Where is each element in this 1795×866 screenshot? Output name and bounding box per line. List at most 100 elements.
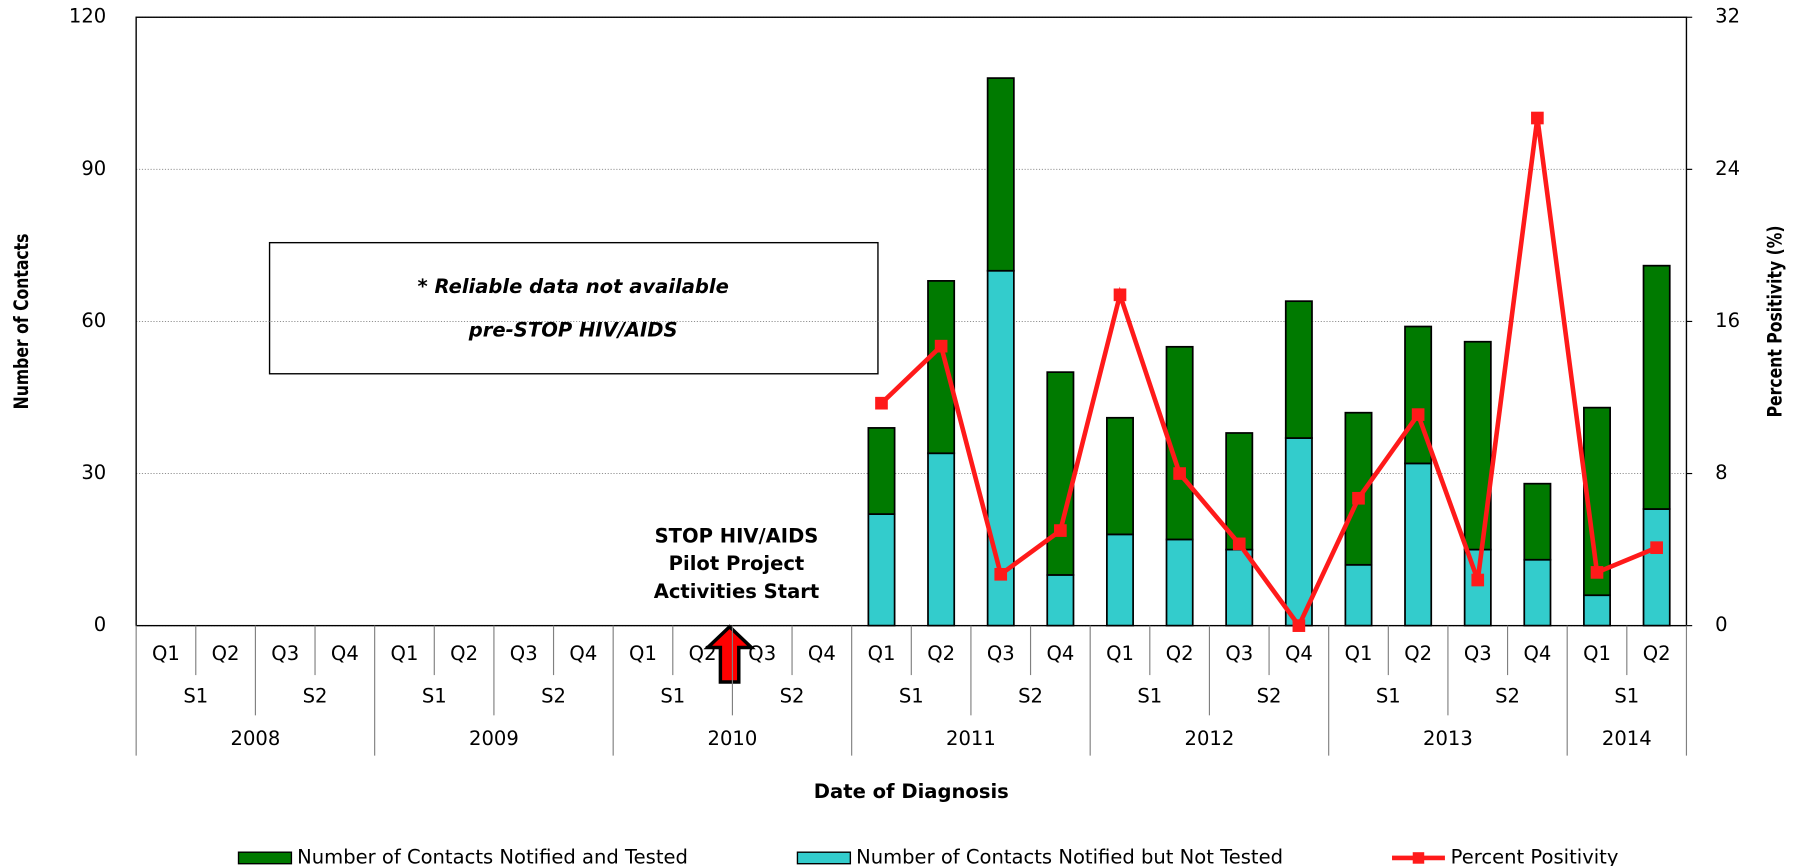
- line-marker: [1054, 524, 1067, 537]
- line-marker: [1471, 573, 1485, 587]
- y2-axis-title: Percent Positivity (%): [1765, 225, 1787, 417]
- y-tick-label: 120: [69, 5, 106, 28]
- y2-tick-label: 8: [1715, 461, 1727, 484]
- x-tick-label: Q1: [152, 642, 180, 665]
- y-tick-label: 0: [94, 613, 106, 636]
- start-label: STOP HIV/AIDS: [655, 525, 819, 548]
- line-marker: [875, 396, 888, 410]
- line-marker: [1113, 288, 1127, 302]
- x-tick-label: Q4: [331, 642, 359, 665]
- x-tick-label: Q2: [1166, 642, 1194, 665]
- x-tick-label: Q1: [629, 642, 657, 665]
- bar-segment: [927, 452, 956, 627]
- x-axis-title: Date of Diagnosis: [814, 780, 1009, 803]
- start-label: Activities Start: [654, 580, 820, 603]
- bar-segment: [1106, 416, 1134, 536]
- x-tick-label: Q3: [271, 642, 299, 665]
- half-label: S1: [1614, 684, 1639, 707]
- x-tick-label: Q4: [808, 642, 836, 665]
- y2-tick-label: 24: [1715, 157, 1740, 180]
- legend-label: Percent Positivity: [1451, 845, 1619, 866]
- line-marker: [1531, 111, 1544, 125]
- x-tick-label: Q3: [748, 642, 776, 665]
- half-label: S2: [780, 684, 805, 707]
- start-label: Pilot Project: [669, 552, 805, 575]
- half-label: S1: [1137, 684, 1162, 707]
- y2-tick-label: 0: [1715, 613, 1727, 636]
- x-tick-label: Q3: [510, 642, 538, 665]
- half-label: S2: [1018, 684, 1043, 707]
- note-box: * Reliable data not available pre-STOP HI…: [268, 241, 879, 375]
- half-label: S1: [899, 684, 924, 707]
- line-marker: [1590, 566, 1604, 579]
- line-marker: [994, 567, 1008, 581]
- bar-segment: [1106, 533, 1134, 627]
- x-tick-label: Q3: [1464, 642, 1492, 665]
- bar-segment: [1642, 508, 1671, 627]
- bar-segment: [1344, 563, 1373, 627]
- bar-segment: [1284, 300, 1313, 439]
- line-marker: [1352, 491, 1365, 505]
- bar-segment: [1046, 371, 1075, 576]
- half-label: S1: [183, 684, 208, 707]
- bar-segment: [1642, 264, 1671, 510]
- y-tick-label: 60: [81, 309, 106, 332]
- x-tick-label: Q4: [1285, 642, 1313, 665]
- x-tick-label: Q1: [868, 642, 896, 665]
- x-tick-label: Q2: [212, 642, 240, 665]
- y2-tick-label: 16: [1715, 309, 1740, 332]
- x-tick-label: Q3: [1225, 642, 1253, 665]
- x-tick-label: Q1: [1583, 642, 1611, 665]
- year-label: 2010: [708, 727, 758, 750]
- line-marker: [1650, 541, 1663, 555]
- y-tick-label: 30: [81, 461, 106, 484]
- x-tick-label: Q1: [391, 642, 419, 665]
- year-label: 2014: [1602, 727, 1652, 750]
- bar-segment: [1404, 462, 1433, 627]
- y2-tick-label: 32: [1715, 5, 1740, 28]
- bar-segment: [1583, 594, 1611, 627]
- year-label: 2008: [231, 727, 281, 750]
- x-tick-label: Q1: [1345, 642, 1373, 665]
- bar-segment: [1523, 482, 1552, 561]
- half-label: S2: [1495, 684, 1520, 707]
- bar-segment: [867, 513, 896, 627]
- bar-segment: [1523, 558, 1552, 627]
- half-label: S2: [1257, 684, 1282, 707]
- bar-segment: [1225, 548, 1254, 627]
- legend-label: Number of Contacts Notified and Tested: [297, 845, 688, 866]
- bar-segment: [1165, 538, 1194, 627]
- half-label: S2: [303, 684, 328, 707]
- year-label: 2012: [1185, 727, 1235, 750]
- x-tick-label: Q2: [927, 642, 955, 665]
- x-tick-label: Q4: [1523, 642, 1551, 665]
- note-text: pre-STOP HIV/AIDS: [468, 319, 678, 342]
- year-label: 2009: [469, 727, 519, 750]
- x-tick-label: Q2: [689, 642, 717, 665]
- half-label: S2: [541, 684, 566, 707]
- legend-swatch: [237, 851, 293, 865]
- x-tick-label: Q3: [987, 642, 1015, 665]
- x-tick-label: Q2: [1643, 642, 1671, 665]
- year-label: 2013: [1423, 727, 1473, 750]
- year-label: 2011: [946, 727, 996, 750]
- line-marker: [1411, 408, 1425, 421]
- line-marker: [934, 339, 948, 353]
- bar-segment: [867, 427, 896, 515]
- half-label: S1: [660, 684, 685, 707]
- x-tick-label: Q1: [1106, 642, 1134, 665]
- line-marker: [1173, 467, 1186, 480]
- legend-swatch: [796, 851, 852, 865]
- note-text: * Reliable data not available: [417, 275, 728, 298]
- y-axis-title: Number of Contacts: [11, 234, 33, 410]
- line-marker: [1292, 619, 1306, 632]
- note-frame: [268, 241, 879, 375]
- x-tick-label: Q2: [1404, 642, 1432, 665]
- x-tick-label: Q4: [569, 642, 597, 665]
- bar-segment: [986, 77, 1015, 272]
- x-tick-label: Q4: [1046, 642, 1074, 665]
- legend-marker: [1412, 852, 1425, 864]
- bar-segment: [1046, 574, 1075, 627]
- half-label: S1: [422, 684, 447, 707]
